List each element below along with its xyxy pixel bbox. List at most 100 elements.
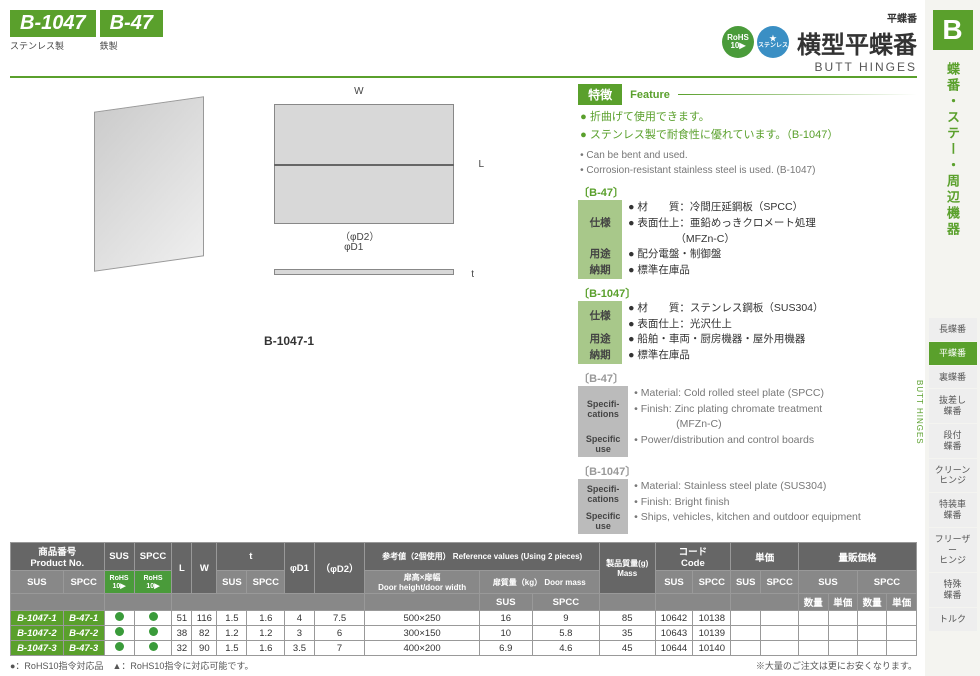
spec-value: ● 標準在庫品 (628, 348, 917, 364)
spec-label: Specific use (578, 510, 628, 534)
header-line (678, 94, 917, 95)
spec-row: 用途● 船舶・車両・厨房機器・屋外用機器 (578, 332, 917, 348)
rohs-dot-icon (115, 612, 124, 621)
th: SPCC (532, 594, 599, 611)
spec-block: 〔B-47〕仕様● 材 質：冷間圧延鋼板（SPCC） ● 表面仕上：亜鉛めっきク… (578, 184, 917, 279)
th: 参考値（2個使用） Reference values (Using 2 piec… (365, 543, 599, 571)
table-cell: 38 (172, 626, 192, 641)
th: SPCC (134, 543, 172, 571)
side-nav-item[interactable]: 長蝶番 (929, 318, 977, 341)
image-caption: B-1047-1 (10, 334, 568, 348)
side-nav-item[interactable]: 段付 蝶番 (929, 424, 977, 458)
right-column: 特徴 Feature ● 折曲げて使用できます。 ● ステンレス製で耐食性に優れ… (578, 84, 917, 534)
table-cell (828, 626, 857, 641)
table-cell: 10 (479, 626, 532, 641)
th: SUS (104, 543, 134, 571)
th: SPCC (247, 571, 285, 594)
stainless-badge-icon: ★ステンレス (757, 26, 789, 58)
table-cell: 9 (532, 611, 599, 626)
table-cell (104, 611, 134, 626)
table-cell: 1.5 (217, 641, 247, 656)
th: SUS (11, 571, 64, 594)
table-cell: 3 (285, 626, 314, 641)
spec-label: 納期 (578, 348, 622, 364)
main-content: B-1047 ステンレス製 B-47 鉄製 RoHS10▶ ★ステンレス 平蝶番… (0, 0, 925, 676)
diagram-side (274, 269, 454, 275)
table-cell: 1.2 (247, 626, 285, 641)
table-row: B-1047-1B-47-1511161.51.647.5500×2501698… (11, 611, 917, 626)
table-cell (857, 626, 886, 641)
spec-block-title: 〔B-47〕 (578, 184, 917, 200)
table-cell (104, 641, 134, 656)
table-cell: 116 (192, 611, 217, 626)
rohs-dot-icon (149, 627, 158, 636)
table-cell (134, 641, 172, 656)
specs-container: 〔B-47〕仕様● 材 質：冷間圧延鋼板（SPCC） ● 表面仕上：亜鉛めっきク… (578, 184, 917, 534)
side-nav-item[interactable]: フリーザー ヒンジ (929, 528, 977, 572)
side-nav-item[interactable]: 抜差し 蝶番 (929, 389, 977, 423)
table-cell: 3.5 (285, 641, 314, 656)
th: t (217, 543, 285, 571)
table-cell: B-1047-3 (11, 641, 64, 656)
side-nav-item[interactable]: クリーン ヒンジ (929, 459, 977, 493)
spec-value: ● 材 質：ステンレス鋼板（SUS304） ● 表面仕上：光沢仕上 (628, 301, 917, 333)
rohs-badge-icon: RoHS10▶ (722, 26, 754, 58)
feature-en: • Can be bent and used. (580, 148, 917, 163)
diagram-label-d1: φD1 (344, 242, 363, 253)
table-cell: 4 (285, 611, 314, 626)
table-cell: B-47-3 (63, 641, 104, 656)
spec-row: Specifi- cations• Material: Stainless st… (578, 479, 917, 511)
th: φD1 (285, 543, 314, 594)
table-cell: B-1047-1 (11, 611, 64, 626)
spec-row: Specific use• Power/distribution and con… (578, 433, 917, 457)
table-cell (731, 626, 761, 641)
header: B-1047 ステンレス製 B-47 鉄製 RoHS10▶ ★ステンレス 平蝶番… (10, 10, 917, 74)
spec-value: • Material: Stainless steel plate (SUS30… (634, 479, 917, 511)
spec-table: 商品番号 Product No. SUS SPCC L W t φD1 （φD2… (10, 542, 917, 656)
spec-label: 仕様 (578, 200, 622, 247)
side-nav-item[interactable]: 特殊 蝶番 (929, 573, 977, 607)
rohs-dot-icon (149, 642, 158, 651)
side-nav-item[interactable]: トルク (929, 608, 977, 631)
table-cell (887, 641, 917, 656)
code-material: 鉄製 (100, 37, 163, 52)
spec-row: 仕様● 材 質：冷間圧延鋼板（SPCC） ● 表面仕上：亜鉛めっきクロメート処理… (578, 200, 917, 247)
side-nav-item[interactable]: 平蝶番 (929, 342, 977, 365)
side-nav-item[interactable]: 裏蝶番 (929, 366, 977, 389)
spec-label: 用途 (578, 332, 622, 348)
th-rohs: RoHS 10▶ (104, 571, 134, 594)
table-cell: 90 (192, 641, 217, 656)
table-cell: 6.9 (479, 641, 532, 656)
spec-row: 用途● 配分電盤・制御盤 (578, 247, 917, 263)
titles: 平蝶番 横型平蝶番 BUTT HINGES (797, 10, 917, 74)
side-nav-item[interactable]: 特装車 蝶番 (929, 493, 977, 527)
spec-label: 納期 (578, 263, 622, 279)
spec-row: 仕様● 材 質：ステンレス鋼板（SUS304） ● 表面仕上：光沢仕上 (578, 301, 917, 333)
table-cell (799, 611, 828, 626)
table-cell: B-47-2 (63, 626, 104, 641)
table-cell: 10643 (655, 626, 693, 641)
th: SUS (731, 571, 761, 594)
divider (10, 76, 917, 78)
feature-jp: ● ステンレス製で耐食性に優れています。（B-1047） (580, 127, 917, 145)
feature-jp: ● 折曲げて使用できます。 (580, 109, 917, 127)
table-cell (761, 626, 799, 641)
spec-value: ● 標準在庫品 (628, 263, 917, 279)
table-cell: 7.5 (314, 611, 365, 626)
table-cell (134, 626, 172, 641)
left-column: W L φD1 （φD2） t B-1047-1 (10, 84, 568, 534)
spec-block: 〔B-47〕Specifi- cations• Material: Cold r… (578, 370, 917, 457)
spec-block-title: 〔B-1047〕 (578, 463, 917, 479)
table-cell: 10138 (693, 611, 731, 626)
th: 数量 (799, 594, 828, 611)
table-row: B-1047-2B-47-238821.21.236300×150105.835… (11, 626, 917, 641)
th: SUS (217, 571, 247, 594)
side-tab: B 蝶番・ステー・周辺機器 長蝶番平蝶番裏蝶番抜差し 蝶番段付 蝶番クリーン ヒ… (925, 0, 980, 676)
dimension-diagram: W L φD1 （φD2） t (244, 84, 484, 284)
table-head: 商品番号 Product No. SUS SPCC L W t φD1 （φD2… (11, 543, 917, 611)
table-cell (799, 641, 828, 656)
spec-label: 仕様 (578, 301, 622, 333)
th-pn: 商品番号 Product No. (11, 543, 105, 571)
footnote: ●：RoHS10指令対応品 ▲：RoHS10指令に対応可能です。 ※大量のご注文… (10, 659, 917, 672)
th: L (172, 543, 192, 594)
